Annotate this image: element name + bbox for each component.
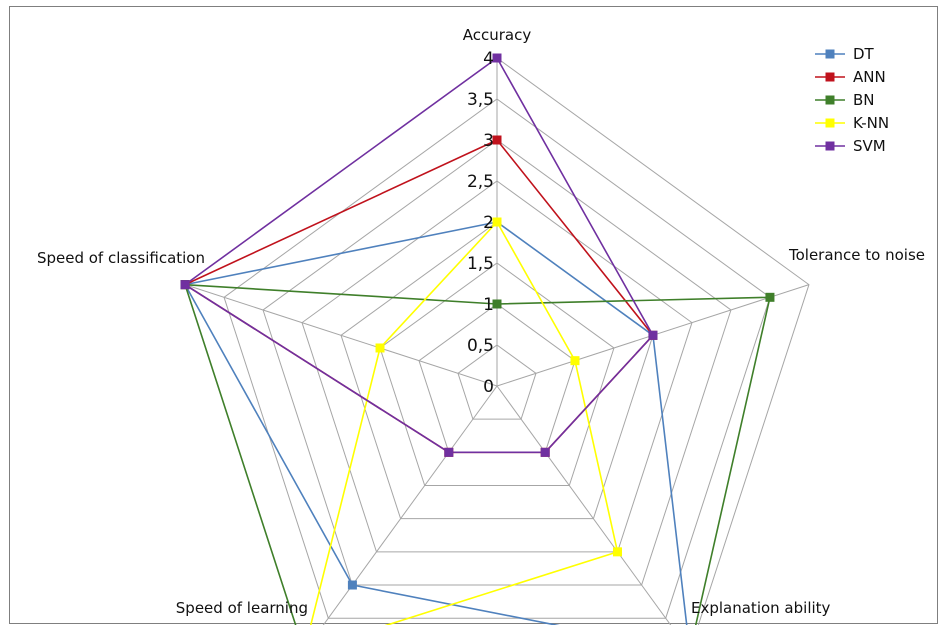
marker-k-nn [570,356,579,365]
marker-svm [541,448,550,457]
legend-marker [826,119,835,128]
legend-marker [826,73,835,82]
radar-chart: Accuracy Tolerance to noise Explanation ab… [10,7,939,625]
marker-dt [348,581,357,590]
tick-label: 0 [483,377,494,397]
grid-spoke [497,386,690,625]
marker-bn [765,293,774,302]
marker-k-nn [613,547,622,556]
legend-label: DT [853,45,875,63]
marker-svm [181,280,190,289]
axis-label: Speed of classification [37,249,205,267]
chart-frame: Accuracy Tolerance to noise Explanation ab… [9,6,938,624]
legend-label: ANN [853,68,886,86]
tick-label: 4 [483,49,494,69]
tick-label: 0,5 [467,336,494,356]
legend: DT ANN BN K-NN SVM [815,45,889,155]
legend-marker [826,142,835,151]
tick-label: 3 [483,131,494,151]
legend-label: BN [853,91,875,109]
grid-spoke [185,285,497,386]
legend-marker [826,96,835,105]
marker-svm [444,448,453,457]
marker-svm [648,331,657,340]
legend-label: K-NN [853,114,889,132]
legend-label: SVM [853,137,886,155]
tick-label: 2 [483,213,494,233]
tick-label: 3,5 [467,90,494,110]
tick-labels: 0 0,5 1 1,5 2 2,5 3 3,5 4 [467,49,494,397]
marker-k-nn [376,343,385,352]
series-line-k-nn [304,222,617,625]
tick-label: 1,5 [467,254,494,274]
tick-label: 1 [483,295,494,315]
axis-label: Explanation ability [691,599,831,617]
axis-label: Tolerance to noise [788,246,925,264]
axis-label: Accuracy [463,26,532,44]
axis-labels: Accuracy Tolerance to noise Explanation ab… [37,26,925,617]
legend-marker [826,50,835,59]
series-line-dt [185,222,690,625]
series-line-ann [185,140,653,452]
axis-label: Speed of learning [176,599,308,617]
tick-label: 2,5 [467,172,494,192]
